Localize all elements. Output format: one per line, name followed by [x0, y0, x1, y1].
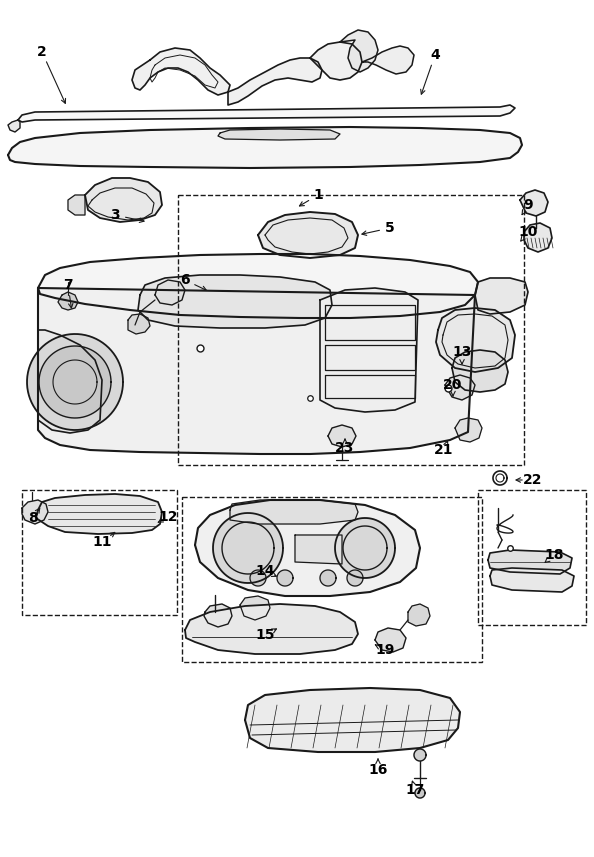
Polygon shape — [8, 127, 522, 168]
Polygon shape — [213, 513, 283, 583]
Polygon shape — [39, 346, 111, 418]
Polygon shape — [18, 105, 515, 122]
Text: 9: 9 — [523, 198, 533, 212]
Polygon shape — [320, 570, 336, 586]
Polygon shape — [490, 568, 574, 592]
Polygon shape — [335, 518, 395, 578]
Polygon shape — [138, 275, 332, 328]
Polygon shape — [524, 223, 552, 252]
Polygon shape — [445, 375, 475, 400]
Polygon shape — [8, 120, 20, 132]
Polygon shape — [414, 749, 426, 761]
Text: 22: 22 — [523, 473, 543, 487]
Polygon shape — [132, 48, 230, 95]
Polygon shape — [240, 596, 270, 620]
Polygon shape — [258, 212, 358, 258]
Polygon shape — [320, 288, 418, 412]
Text: 3: 3 — [110, 208, 120, 222]
Text: 12: 12 — [158, 510, 178, 524]
Bar — [478, 490, 586, 625]
Polygon shape — [493, 471, 507, 485]
Polygon shape — [218, 129, 340, 140]
Text: 14: 14 — [255, 564, 275, 578]
Polygon shape — [455, 418, 482, 442]
Polygon shape — [85, 178, 162, 222]
Text: 13: 13 — [452, 345, 472, 359]
Polygon shape — [195, 500, 420, 596]
Text: 19: 19 — [375, 643, 394, 657]
Text: 7: 7 — [63, 278, 73, 292]
Polygon shape — [436, 308, 515, 372]
Polygon shape — [310, 42, 362, 80]
Text: 15: 15 — [255, 628, 275, 642]
Text: 17: 17 — [405, 783, 425, 797]
Text: 8: 8 — [28, 511, 38, 525]
Polygon shape — [408, 604, 430, 626]
Text: 1: 1 — [313, 188, 323, 202]
Text: 5: 5 — [385, 221, 395, 235]
Polygon shape — [27, 334, 123, 430]
Text: 4: 4 — [430, 48, 440, 62]
Text: 2: 2 — [37, 45, 47, 59]
Bar — [182, 497, 482, 662]
Text: 10: 10 — [519, 225, 538, 239]
Polygon shape — [347, 570, 363, 586]
Text: 11: 11 — [92, 535, 112, 549]
Polygon shape — [204, 604, 232, 627]
Text: 6: 6 — [180, 273, 190, 287]
Polygon shape — [38, 254, 478, 318]
Text: 20: 20 — [443, 378, 463, 392]
Text: 16: 16 — [368, 763, 388, 777]
Polygon shape — [520, 190, 548, 216]
Polygon shape — [362, 46, 414, 74]
Polygon shape — [250, 570, 266, 586]
Bar — [22, 490, 177, 615]
Polygon shape — [340, 30, 378, 72]
Polygon shape — [230, 500, 358, 524]
Text: 18: 18 — [544, 548, 564, 562]
Bar — [178, 195, 524, 465]
Text: 23: 23 — [335, 441, 355, 455]
Text: 21: 21 — [434, 443, 454, 457]
Polygon shape — [185, 604, 358, 654]
Polygon shape — [295, 535, 342, 564]
Polygon shape — [375, 628, 406, 652]
Polygon shape — [38, 288, 475, 454]
Polygon shape — [488, 550, 572, 574]
Polygon shape — [328, 425, 356, 447]
Polygon shape — [22, 500, 48, 524]
Polygon shape — [38, 330, 102, 433]
Polygon shape — [475, 278, 528, 314]
Polygon shape — [36, 494, 162, 534]
Polygon shape — [415, 788, 425, 798]
Polygon shape — [58, 292, 78, 310]
Polygon shape — [245, 688, 460, 752]
Polygon shape — [277, 570, 293, 586]
Polygon shape — [128, 314, 150, 334]
Polygon shape — [452, 350, 508, 392]
Polygon shape — [68, 195, 85, 215]
Polygon shape — [228, 58, 322, 105]
Polygon shape — [155, 280, 185, 305]
